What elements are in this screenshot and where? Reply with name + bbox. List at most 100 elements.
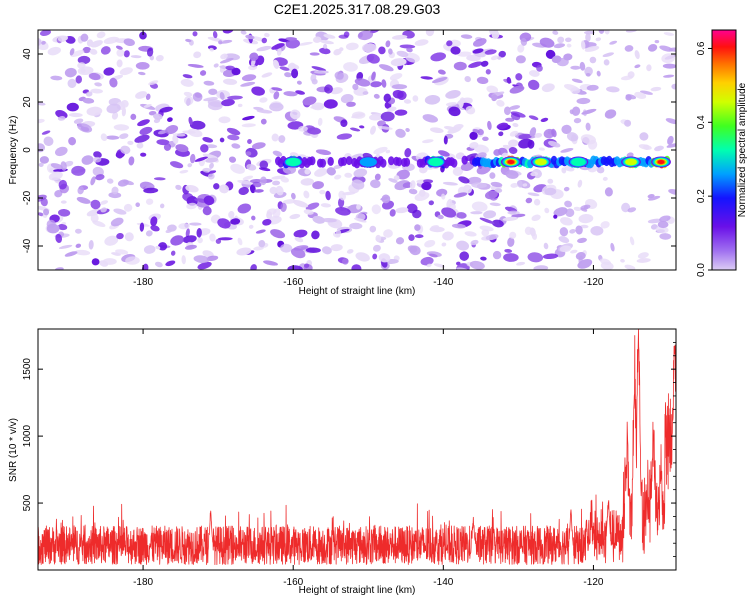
spectrogram-noise-blob [545,49,556,59]
spectrogram-noise-blob [458,176,470,184]
spectrogram-noise-blob [175,144,189,153]
spectrogram-noise-blob [371,71,376,81]
spectrogram-noise-blob [227,95,243,100]
signal-peak [657,160,665,164]
spectrogram-noise-blob [470,211,483,215]
spectrogram-noise-blob [130,55,142,59]
spectrogram-noise-blob [60,200,67,204]
spectrogram-noise-blob [138,71,146,76]
signal-track-cell [319,158,326,168]
spectrogram-noise-blob [304,168,311,175]
signal-peak [625,158,637,166]
spectrogram-noise-blob [390,58,407,67]
signal-peak [285,157,301,167]
spectrogram-noise-blob [236,247,252,256]
spectrogram-noise-blob [490,55,499,61]
spectrogram-noise-blob [580,224,589,229]
spectrogram-noise-blob [260,118,267,125]
spectrogram-noise-blob [259,97,268,103]
spectrogram-noise-blob [602,176,608,181]
spectrogram-noise-blob [38,212,44,217]
spectrogram-noise-blob [280,176,290,183]
spectrogram-noise-blob [54,267,64,270]
spectrogram-noise-blob [170,235,184,246]
spectrogram-noise-blob [387,106,397,112]
spectrogram-noise-blob [167,117,173,122]
spectrogram-noise-blob [307,127,321,135]
spectrogram-noise-blob [581,108,597,115]
spectrogram-noise-blob [108,192,122,199]
spectrogram-noise-blob [639,132,649,141]
spectrogram-noise-blob [303,190,310,199]
spectrogram-noise-blob [305,247,321,253]
spectrogram-noise-blob [227,134,240,141]
spectrogram-noise-blob [125,256,140,265]
spectrogram-noise-blob [92,166,104,177]
spectrogram-noise-blob [183,91,193,97]
spectrogram-noise-blob [155,55,164,62]
signal-track-cell [403,157,411,167]
spectrogram-noise-blob [370,81,382,88]
spectrogram-noise-blob [111,252,121,256]
spectrogram-noise-blob [512,122,519,128]
spectrogram-noise-blob [208,88,218,96]
spectrogram-noise-blob [158,242,168,251]
spectrogram-noise-blob [263,260,278,266]
spectrogram-noise-blob [38,162,44,168]
spectrogram-noise-blob [271,43,285,50]
spectrogram-noise-blob [252,181,262,188]
spectrogram-noise-blob [414,224,421,231]
spectrogram-noise-blob [212,31,218,39]
spectrogram-noise-blob [570,249,578,254]
spectrogram-noise-blob [217,218,231,229]
spectrogram-noise-blob [90,40,103,48]
spectrogram-noise-blob [128,156,135,166]
spectrogram-noise-blob [579,61,586,71]
spectrogram-noise-blob [155,245,161,250]
spectrogram-noise-blob [238,187,249,195]
spectrogram-noise-blob [577,179,583,188]
spectrogram-noise-blob [200,144,209,153]
spectrogram-noise-blob [319,40,334,45]
spectrogram-noise-blob [71,165,86,176]
spectrogram-noise-blob [464,231,477,237]
spectrogram-noise-blob [507,210,520,215]
spectrogram-noise-blob [41,130,51,135]
spectrogram-noise-blob [163,143,172,151]
spectrogram-noise-blob [57,37,66,43]
spectrogram-noise-blob [237,179,253,185]
signal-track-cell [327,156,334,166]
spectrogram-noise-blob [256,45,272,52]
spectrogram-noise-blob [453,192,468,198]
spectrogram-noise-blob [197,237,203,244]
spectrogram-noise-blob [403,99,412,104]
spectrogram-noise-blob [634,64,641,69]
spectrogram-noise-blob [116,59,123,68]
spectrogram-noise-blob [333,48,342,56]
spectrogram-noise-blob [496,122,509,130]
spectrogram-noise-blob [442,231,454,241]
spectrogram-noise-blob [610,242,615,252]
spectrogram-noise-blob [55,110,68,119]
spectrogram-noise-blob [388,48,393,55]
spectrogram-noise-blob [483,210,497,219]
spectrogram-noise-blob [251,215,256,221]
spectrogram-noise-blob [665,118,676,125]
spectrogram-noise-blob [544,207,550,214]
spectrogram-noise-blob [654,39,660,44]
spectrogram-noise-blob [335,207,351,216]
spectrogram-noise-blob [334,71,344,80]
spectrogram-noise-blob [91,258,100,266]
spectrogram-noise-blob [437,69,446,75]
spectrogram-noise-blob [43,208,50,216]
spectrogram-noise-blob [340,94,354,104]
spectrogram-noise-blob [82,46,91,54]
spectrogram-noise-blob [371,204,381,215]
spectrogram-noise-blob [527,252,544,263]
spectrogram-noise-blob [287,265,303,270]
spectrogram-noise-blob [264,32,270,38]
spectrogram-noise-blob [392,34,408,40]
spectrogram-noise-blob [352,83,359,91]
spectrogram-noise-blob [491,94,498,102]
snr-y-tick-label: 1000 [22,425,33,448]
